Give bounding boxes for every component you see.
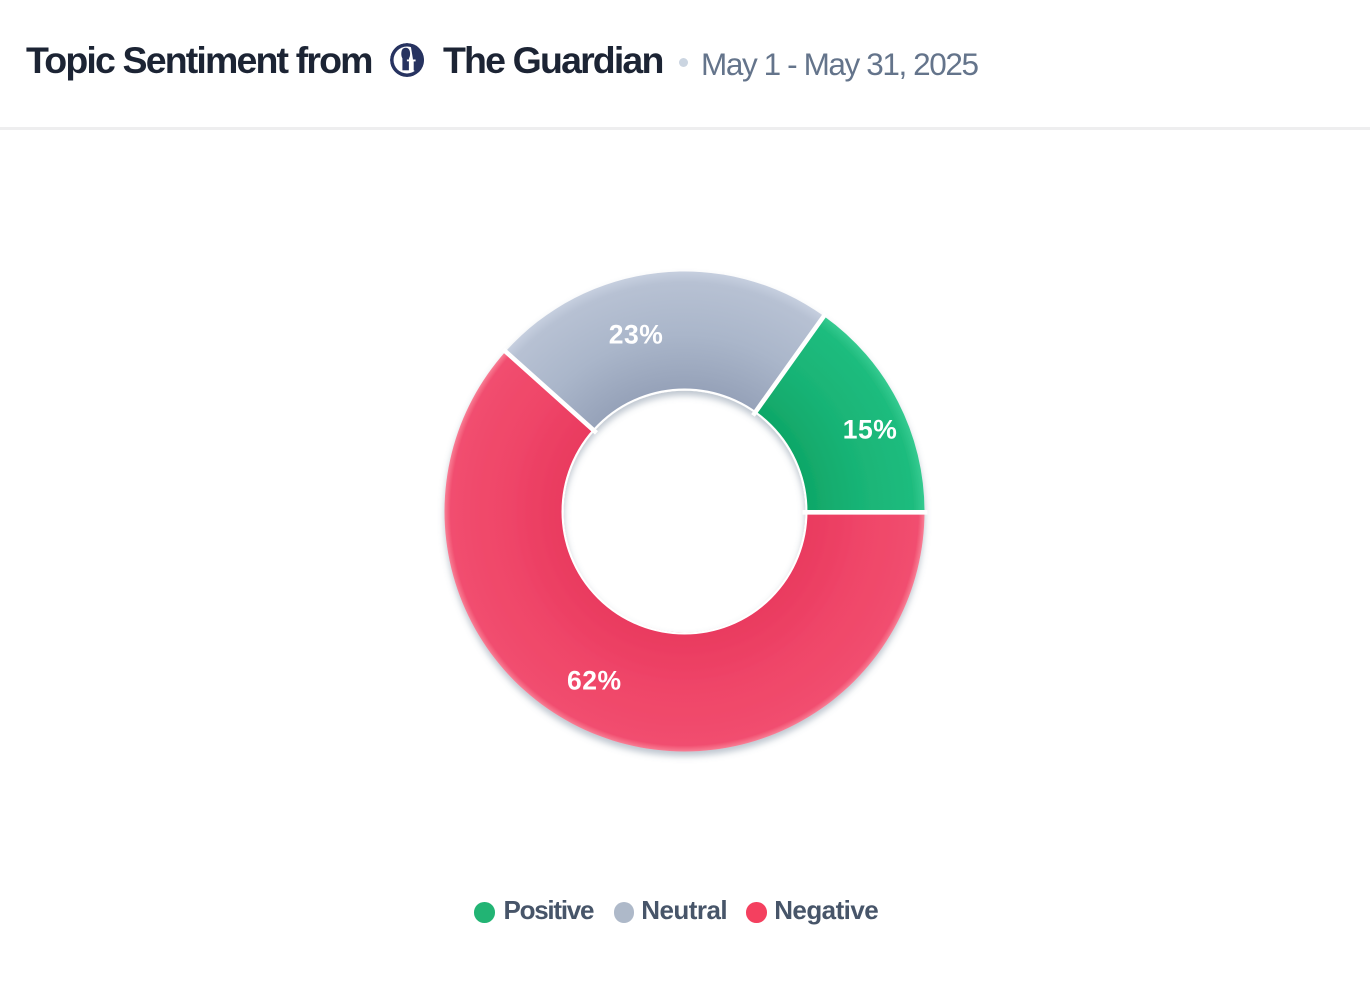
svg-text:15%: 15%: [843, 414, 898, 444]
svg-text:62%: 62%: [567, 666, 622, 696]
svg-text:23%: 23%: [609, 319, 664, 349]
